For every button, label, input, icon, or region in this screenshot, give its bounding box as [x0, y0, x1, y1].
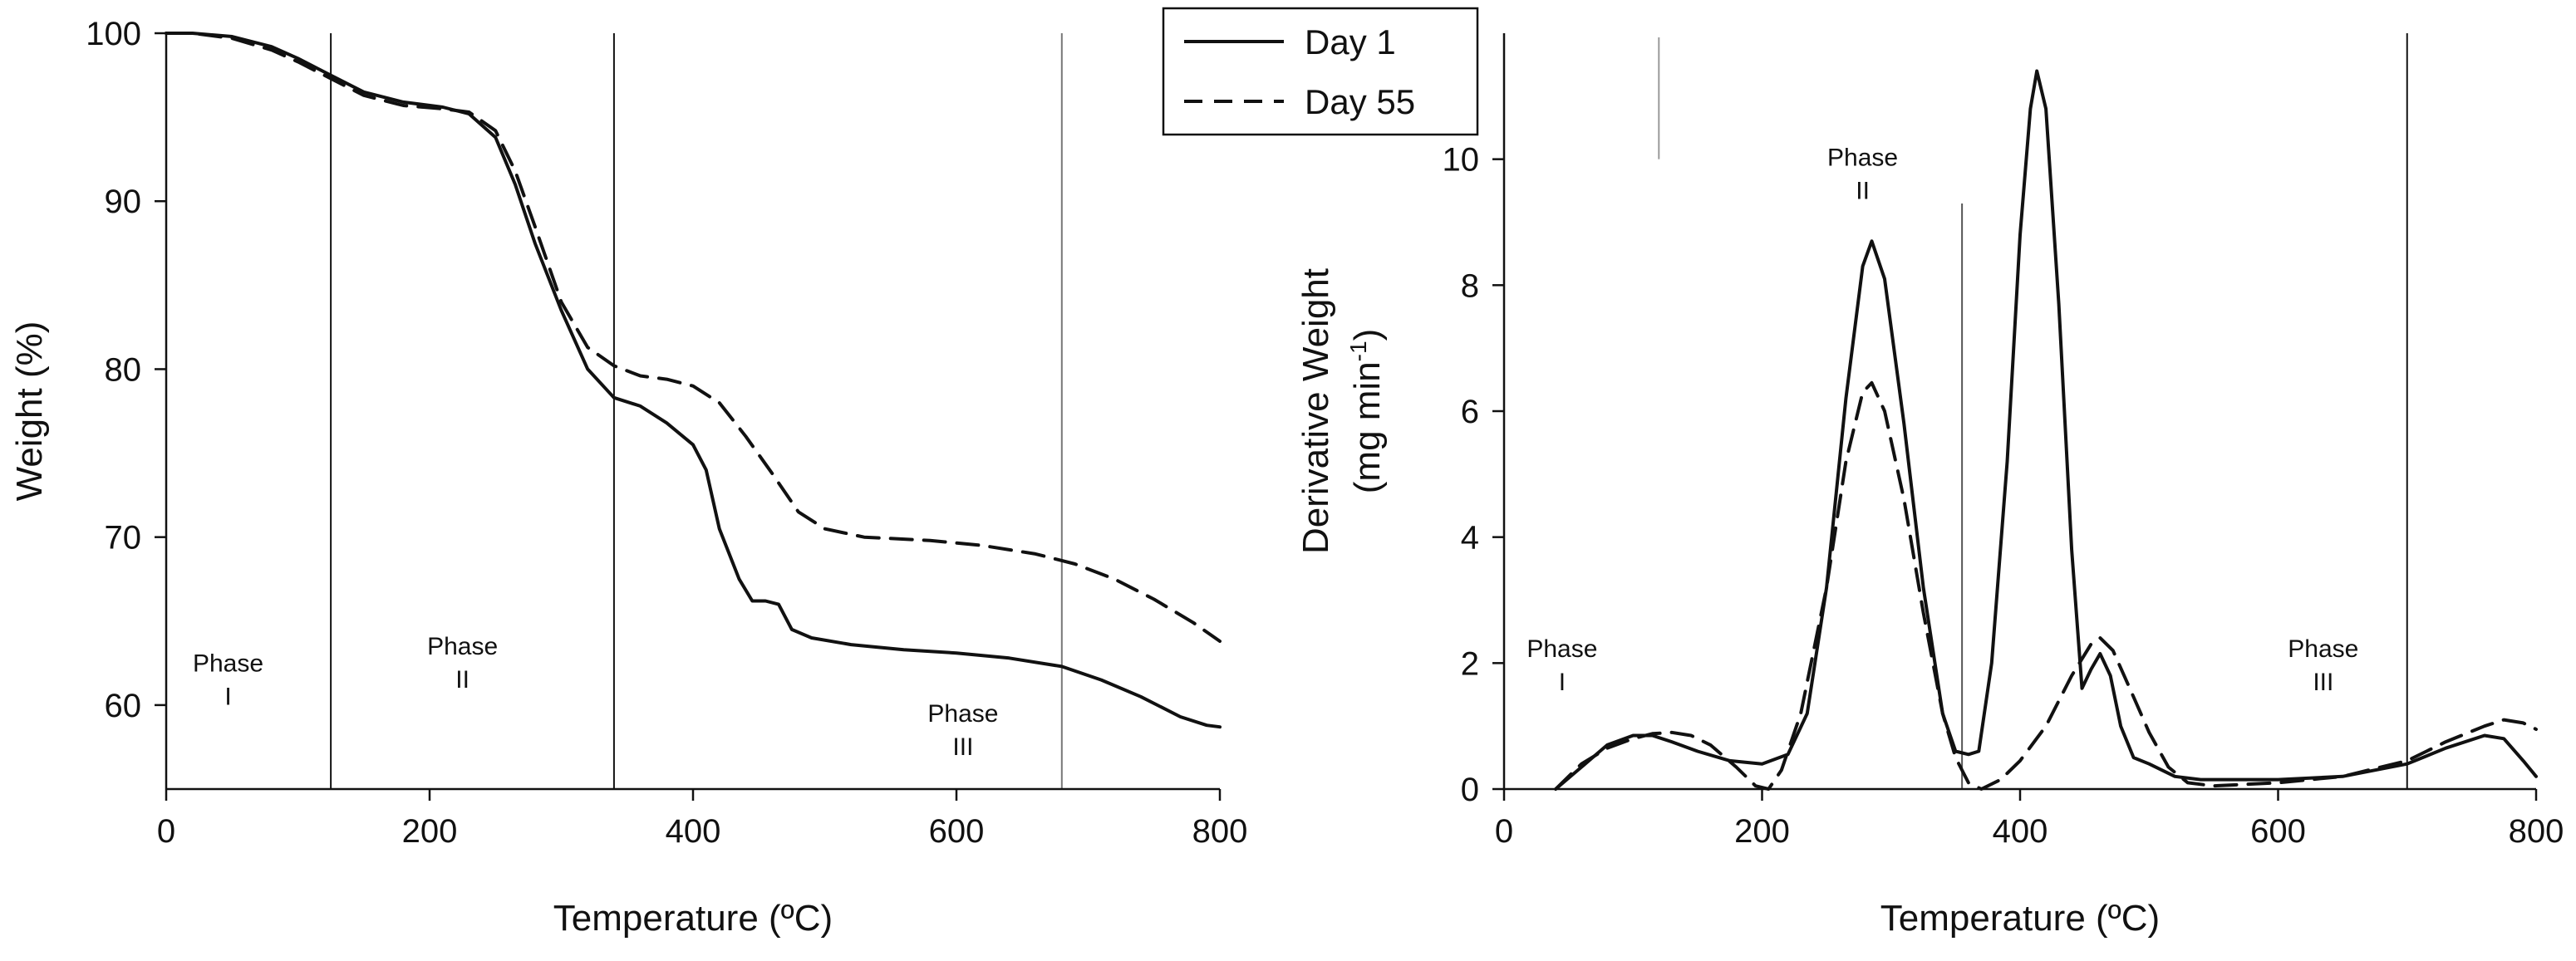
y-tick-label: 6 [1461, 394, 1479, 430]
phase-numeral: I [1559, 669, 1566, 696]
x-tick-label: 0 [157, 813, 175, 850]
phase-label: Phase [1526, 635, 1597, 663]
y-axis-subtitle-sup: -1 [1345, 341, 1371, 361]
y-axis-subtitle-text: (mg min [1347, 361, 1388, 493]
y-tick-label: 80 [105, 351, 142, 388]
phase-numeral: II [1856, 177, 1870, 204]
y-tick-label: 4 [1461, 520, 1479, 556]
y-tick-label: 70 [105, 520, 142, 556]
x-tick-label: 600 [2250, 813, 2306, 850]
phase-label: Phase [427, 633, 498, 660]
x-ticks: 0 200 400 600 800 [157, 789, 1248, 850]
y-tick-label: 10 [1443, 142, 1480, 179]
x-axis-title: Temperature (ºC) [553, 898, 833, 939]
y-axis-title: Weight (%) [9, 321, 50, 502]
phase-label: Phase [927, 700, 998, 728]
y-ticks: 0 2 4 6 8 10 [1443, 142, 1504, 808]
x-tick-label: 800 [2509, 813, 2564, 850]
y-tick-label: 0 [1461, 772, 1479, 808]
x-tick-label: 400 [666, 813, 721, 850]
legend-label: Day 1 [1305, 22, 1396, 61]
y-ticks: 60 70 80 90 100 [86, 16, 166, 724]
weight-chart: Phase I Phase II Phase III 0 200 400 600 800 60 70… [9, 16, 1247, 939]
y-tick-label: 90 [105, 184, 142, 220]
y-tick-label: 8 [1461, 267, 1479, 304]
derivative-chart: Phase I Phase II Phase III 0 200 400 600 800 0 2 4 6… [1295, 33, 2564, 939]
legend-label: Day 55 [1305, 82, 1415, 121]
phase-numeral: III [2313, 669, 2333, 696]
y-tick-label: 100 [86, 16, 141, 52]
x-tick-label: 0 [1495, 813, 1513, 850]
x-axis-title: Temperature (ºC) [1880, 898, 2160, 939]
phase-numeral: III [952, 733, 973, 761]
phase-numeral: I [224, 683, 231, 710]
y-tick-label: 60 [105, 688, 142, 724]
phase-labels: Phase I Phase II Phase III [1526, 144, 2358, 696]
phase-labels: Phase I Phase II Phase III [193, 633, 999, 761]
series-line-day-55 [1554, 380, 2538, 791]
x-tick-label: 400 [1993, 813, 2048, 850]
series-line-day-55 [165, 32, 1222, 643]
phase-lines [1658, 33, 2408, 789]
y-axis-title: Derivative Weight [1295, 268, 1336, 554]
y-axis-subtitle-end: ) [1347, 329, 1388, 341]
phase-label: Phase [2288, 635, 2358, 663]
phase-label: Phase [1827, 144, 1898, 171]
legend-box [1162, 7, 1479, 136]
series-group [1554, 69, 2538, 791]
series-line-day-1 [165, 32, 1222, 729]
series-group [165, 32, 1222, 729]
y-tick-label: 2 [1461, 645, 1479, 682]
x-tick-label: 200 [402, 813, 458, 850]
phase-lines [330, 33, 1063, 789]
y-axis-subtitle: (mg min-1) [1345, 329, 1388, 493]
phase-numeral: II [455, 666, 469, 694]
series-line-day-1 [1554, 69, 2538, 791]
x-tick-label: 600 [929, 813, 985, 850]
x-tick-label: 800 [1192, 813, 1248, 850]
legend: Day 1 Day 55 [1162, 7, 1479, 136]
x-tick-label: 200 [1734, 813, 1790, 850]
phase-label: Phase [193, 650, 263, 677]
x-ticks: 0 200 400 600 800 [1495, 789, 2564, 850]
